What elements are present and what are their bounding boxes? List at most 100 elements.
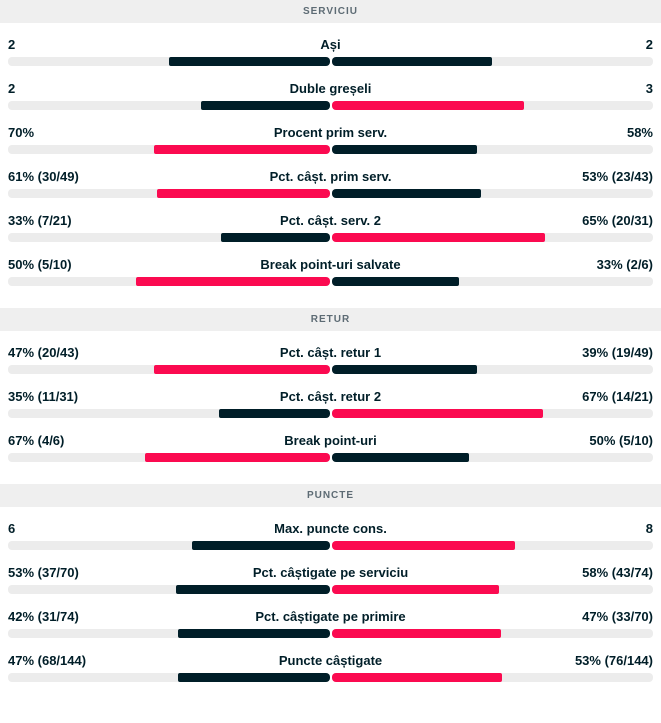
stat-row: 42% (31/74) Pct. câștigate pe primire 47… (8, 610, 653, 638)
stat-bar-left-track (8, 673, 330, 682)
stat-bar-left-track (8, 453, 330, 462)
stat-left-value: 33% (7/21) (8, 213, 72, 228)
stat-text-line: 6 Max. puncte cons. 8 (8, 522, 653, 536)
stat-row: 47% (68/144) Puncte câștigate 53% (76/14… (8, 654, 653, 682)
stat-bar-right-track (331, 57, 653, 66)
stat-bar-left-track (8, 145, 330, 154)
stat-left-value: 50% (5/10) (8, 257, 72, 272)
section-header: SERVICIU (0, 0, 661, 23)
stat-left-value: 35% (11/31) (8, 389, 79, 404)
stat-bar-right-track (331, 585, 653, 594)
stat-bar-right-fill (331, 365, 478, 374)
stat-bar-right-fill (331, 57, 493, 66)
stat-right-value: 2 (645, 37, 653, 52)
stat-bar-left-fill (153, 365, 330, 374)
stat-bar (8, 101, 653, 110)
stat-text-line: 33% (7/21) Pct. câșt. serv. 2 65% (20/31… (8, 214, 653, 228)
stat-right-value: 53% (23/43) (582, 169, 653, 184)
stat-right-value: 33% (2/6) (596, 257, 653, 272)
stats-section: PUNCTE 6 Max. puncte cons. 8 53% (37/70)… (0, 484, 661, 682)
stat-left-value: 47% (68/144) (8, 653, 87, 668)
stat-row: 6 Max. puncte cons. 8 (8, 522, 653, 550)
stat-left-value: 67% (4/6) (8, 433, 65, 448)
stat-bar (8, 365, 653, 374)
stat-row: 47% (20/43) Pct. câșt. retur 1 39% (19/4… (8, 346, 653, 374)
stat-bar-right-track (331, 189, 653, 198)
stat-row: 2 Duble greșeli 3 (8, 82, 653, 110)
stat-left-value: 53% (37/70) (8, 565, 79, 580)
stat-bar-right-fill (331, 409, 543, 418)
stat-label: Procent prim serv. (273, 125, 388, 140)
stat-bar-left-fill (177, 629, 330, 638)
stat-bar-left-fill (168, 57, 330, 66)
stat-bar-right-fill (331, 541, 516, 550)
stat-label: Duble greșeli (289, 81, 372, 96)
stats-section: SERVICIU 2 Ași 2 2 Duble greșeli 3 (0, 0, 661, 286)
stat-bar-right-track (331, 453, 653, 462)
stat-bar-right-fill (331, 101, 525, 110)
stat-left-value: 42% (31/74) (8, 609, 79, 624)
stat-label: Break point-uri salvate (260, 257, 401, 272)
stat-bar-right-fill (331, 277, 460, 286)
stat-right-value: 53% (76/144) (574, 653, 653, 668)
stat-bar-right-fill (331, 145, 478, 154)
stat-left-value: 2 (8, 37, 16, 52)
stat-bar-right-track (331, 365, 653, 374)
section-header-label: RETUR (310, 314, 351, 325)
stat-bar-left-track (8, 409, 330, 418)
stat-text-line: 47% (20/43) Pct. câșt. retur 1 39% (19/4… (8, 346, 653, 360)
stat-left-value: 47% (20/43) (8, 345, 79, 360)
stat-text-line: 70% Procent prim serv. 58% (8, 126, 653, 140)
stat-bar-left-fill (219, 409, 330, 418)
stat-bar (8, 277, 653, 286)
stat-label: Break point-uri (284, 433, 377, 448)
stat-bar-left-fill (176, 585, 330, 594)
stat-bar-right-track (331, 233, 653, 242)
stat-right-value: 50% (5/10) (589, 433, 653, 448)
stat-label: Pct. câșt. serv. 2 (280, 213, 381, 228)
stat-right-value: 39% (19/49) (582, 345, 653, 360)
stat-row: 50% (5/10) Break point-uri salvate 33% (… (8, 258, 653, 286)
stat-bar-left-track (8, 57, 330, 66)
stat-bar (8, 585, 653, 594)
section-rows: 2 Ași 2 2 Duble greșeli 3 (0, 23, 661, 286)
stat-bar-left-fill (145, 453, 330, 462)
stat-text-line: 67% (4/6) Break point-uri 50% (5/10) (8, 434, 653, 448)
stat-left-value: 70% (8, 125, 35, 140)
section-header: RETUR (0, 308, 661, 331)
stat-bar-left-fill (221, 233, 330, 242)
stat-right-value: 58% (43/74) (582, 565, 653, 580)
stat-text-line: 2 Ași 2 (8, 38, 653, 52)
stat-label: Pct. câștigate pe serviciu (252, 565, 409, 580)
stat-right-value: 65% (20/31) (582, 213, 653, 228)
stat-bar-left-track (8, 233, 330, 242)
stat-text-line: 35% (11/31) Pct. câșt. retur 2 67% (14/2… (8, 390, 653, 404)
stat-bar (8, 673, 653, 682)
stat-bar-left-track (8, 101, 330, 110)
stat-bar (8, 145, 653, 154)
stat-right-value: 3 (645, 81, 653, 96)
stat-row: 35% (11/31) Pct. câșt. retur 2 67% (14/2… (8, 390, 653, 418)
stat-row: 53% (37/70) Pct. câștigate pe serviciu 5… (8, 566, 653, 594)
stat-right-value: 47% (33/70) (582, 609, 653, 624)
stat-bar-right-track (331, 277, 653, 286)
section-rows: 6 Max. puncte cons. 8 53% (37/70) Pct. c… (0, 507, 661, 682)
stat-bar (8, 541, 653, 550)
stat-text-line: 2 Duble greșeli 3 (8, 82, 653, 96)
stat-row: 33% (7/21) Pct. câșt. serv. 2 65% (20/31… (8, 214, 653, 242)
stat-bar-left-track (8, 629, 330, 638)
stat-bar-left-fill (191, 541, 330, 550)
stat-bar (8, 57, 653, 66)
stat-bar-left-fill (178, 673, 330, 682)
stat-right-value: 8 (645, 521, 653, 536)
stat-left-value: 2 (8, 81, 16, 96)
stat-bar-right-fill (331, 673, 502, 682)
stat-bar-right-fill (331, 453, 469, 462)
section-header: PUNCTE (0, 484, 661, 507)
stat-label: Pct. câșt. prim serv. (269, 169, 392, 184)
stat-left-value: 6 (8, 521, 16, 536)
stat-row: 67% (4/6) Break point-uri 50% (5/10) (8, 434, 653, 462)
stat-text-line: 53% (37/70) Pct. câștigate pe serviciu 5… (8, 566, 653, 580)
stat-text-line: 50% (5/10) Break point-uri salvate 33% (… (8, 258, 653, 272)
stat-bar (8, 409, 653, 418)
